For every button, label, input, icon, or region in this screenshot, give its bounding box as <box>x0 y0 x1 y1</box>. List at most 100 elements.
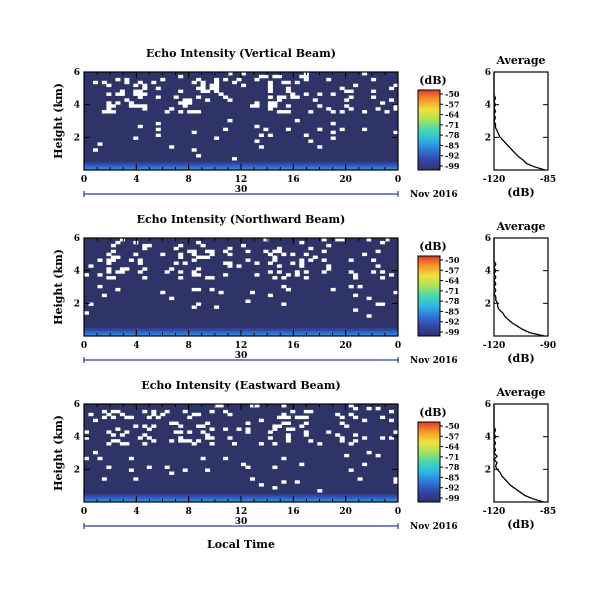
no-data-cell <box>362 110 368 114</box>
no-data-cell <box>339 439 345 443</box>
no-data-cell <box>241 243 246 248</box>
no-data-cell <box>155 133 161 137</box>
no-data-cell <box>326 430 332 434</box>
no-data-cell <box>308 439 314 443</box>
no-data-cell <box>133 477 139 481</box>
no-data-cell <box>276 249 282 254</box>
no-data-cell <box>209 436 215 440</box>
no-data-cell <box>380 101 386 105</box>
no-data-cell <box>200 89 206 93</box>
no-data-cell <box>128 258 134 262</box>
no-data-cell <box>191 305 197 309</box>
no-data-cell <box>84 273 89 277</box>
no-data-cell <box>119 433 125 437</box>
no-data-cell <box>178 89 184 93</box>
colorbar-tick-label: -85 <box>445 140 459 150</box>
no-data-cell <box>196 154 202 158</box>
no-data-cell <box>321 238 327 242</box>
colorbar-tick-label: -57 <box>445 265 459 275</box>
no-data-cell <box>281 95 287 99</box>
no-data-cell <box>223 261 229 265</box>
no-data-cell <box>182 439 188 443</box>
no-data-cell <box>214 86 220 91</box>
no-data-cell <box>272 486 278 490</box>
no-data-cell <box>200 424 206 428</box>
no-data-cell <box>173 246 179 251</box>
no-data-cell <box>254 124 260 129</box>
colorbar-tick-label: -78 <box>445 296 460 306</box>
no-data-cell <box>299 462 305 467</box>
no-data-cell <box>339 110 345 114</box>
no-data-cell <box>124 98 130 102</box>
no-data-cell <box>276 95 282 99</box>
x-tick-label: 8 <box>186 175 192 185</box>
no-data-cell <box>142 409 148 414</box>
no-data-cell <box>393 477 399 481</box>
x-tick-label: 12 <box>235 175 248 185</box>
no-data-cell <box>223 456 229 461</box>
colorbar-tick-label: -64 <box>445 276 460 286</box>
no-data-cell <box>308 409 314 414</box>
y-tick-label: 6 <box>74 400 80 410</box>
average-y-tick-label: 6 <box>485 68 491 78</box>
no-data-cell <box>308 246 314 251</box>
no-data-cell <box>173 421 179 425</box>
average-profile-line <box>493 404 544 503</box>
no-data-cell <box>124 442 130 446</box>
average-x-tick-label: -120 <box>483 341 506 351</box>
day-label: 30 <box>235 351 248 361</box>
no-data-cell <box>128 468 134 472</box>
x-axis-label: Local Time <box>207 538 275 551</box>
no-data-cell <box>119 89 125 93</box>
no-data-cell <box>191 442 197 446</box>
no-data-cell <box>245 258 251 262</box>
no-data-cell <box>317 127 323 132</box>
no-data-cell <box>348 284 354 289</box>
no-data-cell <box>281 456 287 461</box>
no-data-cell <box>294 80 300 85</box>
no-data-cell <box>389 418 394 423</box>
no-data-cell <box>106 270 112 274</box>
no-data-cell <box>187 430 193 434</box>
no-data-cell <box>276 270 282 274</box>
no-data-cell <box>290 409 296 414</box>
no-data-cell <box>119 92 125 96</box>
no-data-cell <box>137 89 143 93</box>
no-data-cell <box>303 252 309 257</box>
no-data-cell <box>84 430 89 434</box>
no-data-cell <box>106 252 112 257</box>
no-data-cell <box>178 110 184 114</box>
no-data-cell <box>182 98 188 102</box>
no-data-cell <box>205 276 211 280</box>
no-data-cell <box>151 439 157 443</box>
no-data-cell <box>330 110 336 114</box>
no-data-cell <box>142 424 148 428</box>
no-data-cell <box>299 240 305 245</box>
no-data-cell <box>182 104 188 108</box>
no-data-cell <box>375 107 381 111</box>
no-data-cell <box>110 439 116 443</box>
no-data-cell <box>348 107 354 111</box>
no-data-cell <box>267 95 273 99</box>
no-data-cell <box>169 145 175 149</box>
no-data-cell <box>326 243 332 248</box>
no-data-cell <box>160 290 166 295</box>
no-data-cell <box>366 314 372 318</box>
no-data-cell <box>245 430 251 434</box>
no-data-cell <box>227 261 233 265</box>
no-data-cell <box>223 409 229 414</box>
no-data-cell <box>214 404 220 408</box>
average-y-tick-label: 2 <box>485 465 491 475</box>
no-data-cell <box>209 442 215 446</box>
colorbar-tick-label: -71 <box>445 452 459 462</box>
no-data-cell <box>151 412 157 417</box>
no-data-cell <box>380 276 386 280</box>
x-tick-label: 20 <box>339 507 352 517</box>
no-data-cell <box>101 415 107 420</box>
no-data-cell <box>218 92 224 96</box>
no-data-cell <box>250 404 255 408</box>
no-data-cell <box>209 276 215 280</box>
no-data-cell <box>178 424 184 428</box>
x-tick-label: 0 <box>395 175 401 185</box>
no-data-cell <box>281 480 287 484</box>
